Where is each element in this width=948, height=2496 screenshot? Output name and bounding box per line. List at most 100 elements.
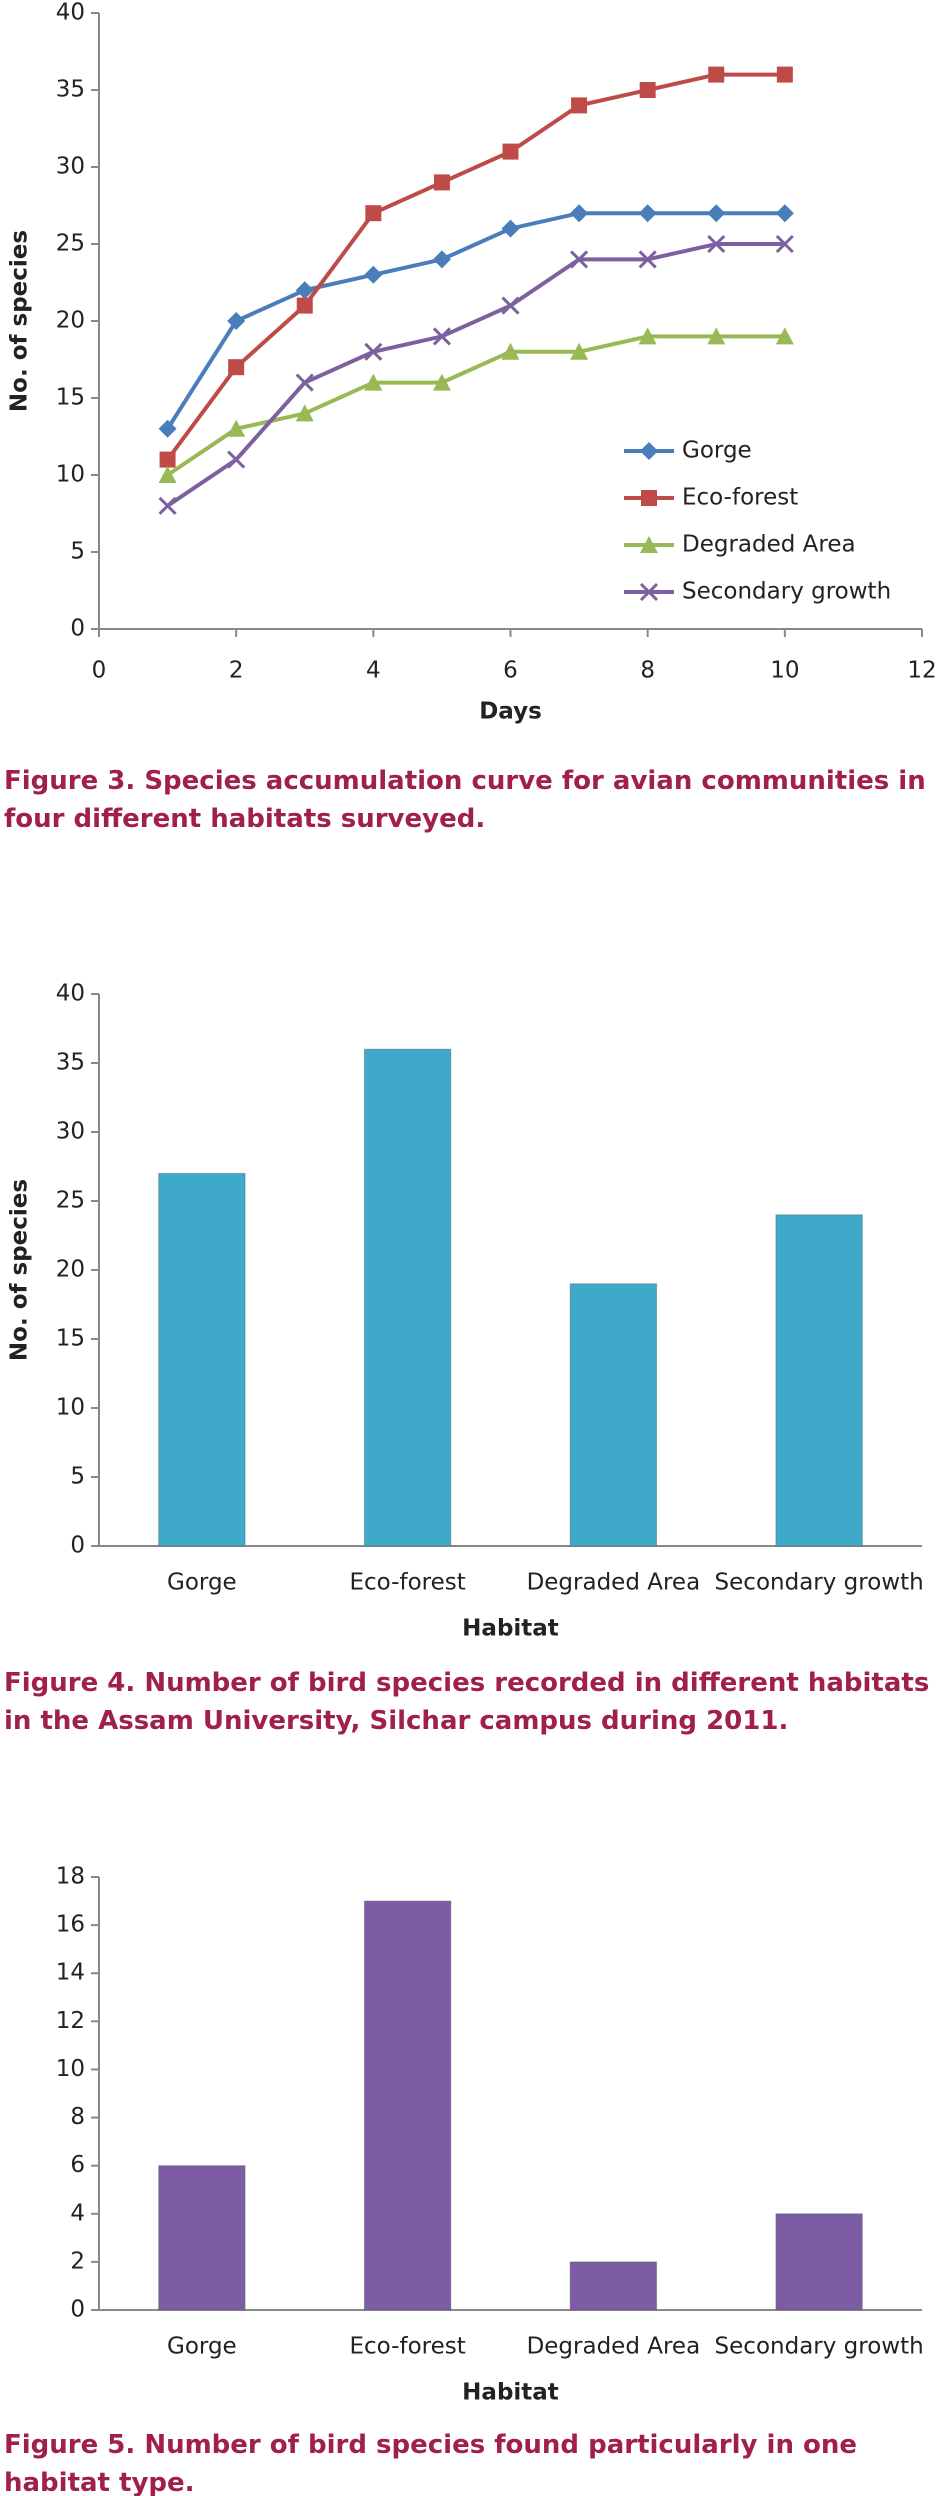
y-tick-label: 30 xyxy=(56,1119,85,1145)
marker xyxy=(638,204,657,223)
marker xyxy=(158,496,177,515)
bar xyxy=(569,2261,658,2311)
marker xyxy=(639,582,659,602)
y-tick-label: 10 xyxy=(56,2056,85,2082)
marker xyxy=(159,451,176,468)
y-tick-label: 35 xyxy=(56,1050,85,1076)
bar xyxy=(363,1900,452,2311)
y-tick-label: 40 xyxy=(56,981,85,1007)
y-tick-label: 18 xyxy=(56,1864,85,1890)
caption: Figure 4. Number of bird species recorde… xyxy=(4,1668,930,1736)
marker xyxy=(228,359,245,376)
bar xyxy=(158,2165,246,2311)
x-tick-label: Gorge xyxy=(167,2334,237,2360)
y-tick-label: 2 xyxy=(70,2248,85,2274)
marker xyxy=(640,442,658,460)
series-line xyxy=(166,242,785,508)
marker xyxy=(707,204,726,223)
series-line xyxy=(165,211,785,430)
x-tick-label: 0 xyxy=(92,658,107,684)
y-tick-label: 12 xyxy=(56,2008,85,2034)
y-axis-label: No. of species xyxy=(7,1179,33,1361)
marker xyxy=(775,234,794,254)
marker xyxy=(775,327,794,345)
marker xyxy=(158,466,177,483)
y-axis-label: No. of species xyxy=(7,230,33,412)
y-tick-label: 16 xyxy=(56,1912,85,1938)
marker xyxy=(433,174,450,191)
marker xyxy=(295,281,314,300)
legend-label: Degraded Area xyxy=(682,532,856,558)
x-axis-label: Habitat xyxy=(462,2380,559,2406)
marker xyxy=(432,373,451,391)
marker xyxy=(638,250,657,269)
marker xyxy=(432,250,451,269)
marker xyxy=(639,82,656,98)
y-tick-label: 5 xyxy=(70,1464,85,1490)
marker xyxy=(501,219,520,238)
y-tick-label: 25 xyxy=(56,231,85,257)
x-tick-label: Secondary growth xyxy=(715,1570,924,1596)
y-tick-label: 10 xyxy=(56,462,85,488)
legend-label: Gorge xyxy=(682,438,752,464)
x-tick-label: Degraded Area xyxy=(527,2334,701,2360)
x-tick-label: 4 xyxy=(366,658,381,684)
legend-label: Eco-forest xyxy=(682,485,798,511)
bar xyxy=(363,1048,452,1547)
y-tick-label: 8 xyxy=(70,2104,85,2130)
marker xyxy=(641,490,657,506)
marker xyxy=(227,419,246,437)
x-tick-label: 2 xyxy=(229,658,244,684)
caption: Figure 3. Species accumulation curve for… xyxy=(4,766,926,834)
x-tick-label: 12 xyxy=(907,658,936,684)
y-tick-label: 40 xyxy=(56,0,85,26)
marker xyxy=(227,312,246,330)
bar xyxy=(775,2213,863,2311)
y-tick-label: 20 xyxy=(56,308,85,334)
y-tick-label: 35 xyxy=(56,77,85,103)
bar xyxy=(775,1214,863,1547)
marker xyxy=(501,296,520,315)
marker xyxy=(570,342,589,360)
y-tick-label: 20 xyxy=(56,1257,85,1283)
y-tick-label: 6 xyxy=(70,2152,85,2178)
x-axis-label: Days xyxy=(479,699,542,725)
y-tick-label: 4 xyxy=(70,2200,85,2226)
marker xyxy=(775,204,794,223)
y-tick-label: 30 xyxy=(56,154,85,180)
marker xyxy=(707,327,726,345)
marker xyxy=(364,265,383,284)
marker xyxy=(707,234,726,254)
marker xyxy=(296,297,313,314)
marker xyxy=(227,450,246,469)
marker xyxy=(364,373,383,391)
marker xyxy=(295,373,314,392)
marker xyxy=(776,66,793,83)
marker xyxy=(570,204,589,223)
y-tick-label: 0 xyxy=(70,2297,85,2323)
y-tick-label: 0 xyxy=(70,1533,85,1559)
x-tick-label: 6 xyxy=(503,658,518,684)
marker xyxy=(158,419,177,438)
x-tick-label: Secondary growth xyxy=(715,2334,924,2360)
marker xyxy=(295,404,314,422)
bar xyxy=(569,1283,658,1547)
y-tick-label: 10 xyxy=(56,1395,85,1421)
marker xyxy=(638,327,657,345)
caption: Figure 5. Number of bird species found p… xyxy=(4,2430,858,2496)
x-axis-label: Habitat xyxy=(462,1616,559,1642)
series-line xyxy=(165,72,785,461)
marker xyxy=(501,342,520,360)
legend-label: Secondary growth xyxy=(682,579,891,605)
marker xyxy=(571,97,588,114)
marker xyxy=(708,66,725,83)
x-tick-label: 10 xyxy=(770,658,799,684)
marker xyxy=(640,536,658,553)
y-tick-label: 14 xyxy=(56,1960,85,1986)
marker xyxy=(365,205,382,222)
x-tick-label: Gorge xyxy=(167,1570,237,1596)
marker xyxy=(570,250,589,269)
x-tick-label: Eco-forest xyxy=(350,1570,466,1596)
marker xyxy=(432,327,451,346)
